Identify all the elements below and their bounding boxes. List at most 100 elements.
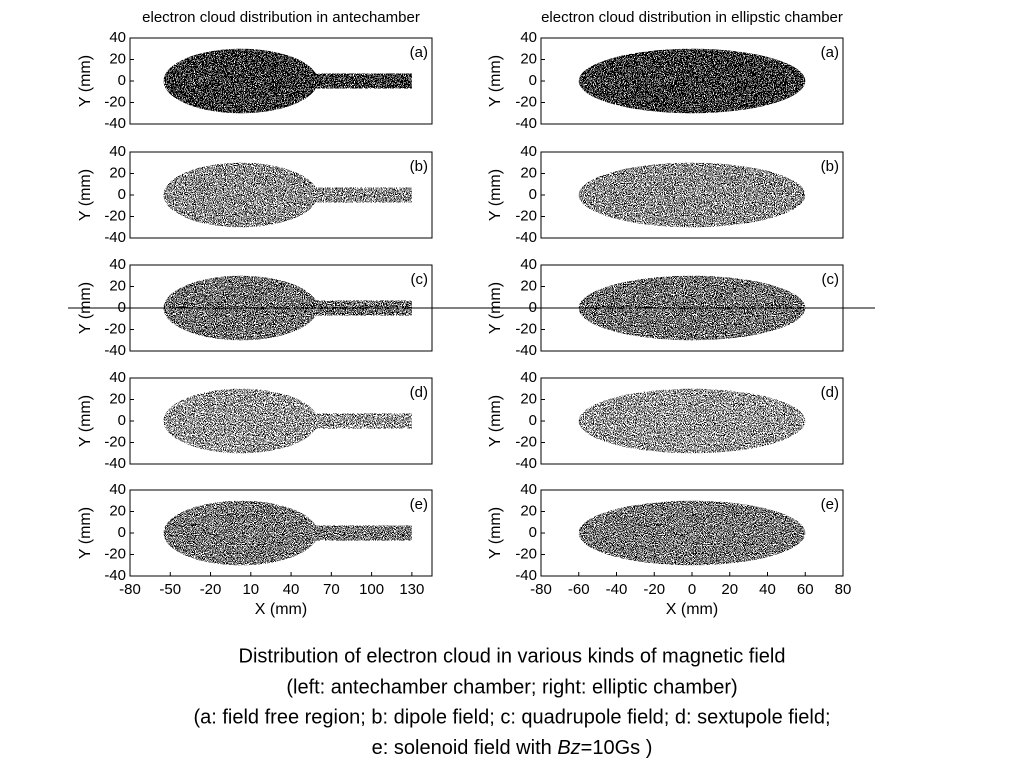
y-tick-label: -20 xyxy=(104,545,126,562)
caption-text: =10Gs ) xyxy=(581,737,653,759)
electron-cloud xyxy=(578,162,806,228)
y-tick-label: -40 xyxy=(515,229,537,246)
y-tick-label: -20 xyxy=(104,433,126,450)
y-axis-label: Y (mm) xyxy=(487,169,504,221)
y-tick-label: -20 xyxy=(104,93,126,110)
y-tick-label: -20 xyxy=(104,207,126,224)
x-axis-label: X (mm) xyxy=(666,601,718,618)
panel-title: electron cloud distribution in ellipstic… xyxy=(541,9,843,26)
y-axis-label: Y (mm) xyxy=(77,169,94,221)
panel-label: (b) xyxy=(410,158,428,175)
x-tick-label: 0 xyxy=(688,581,696,598)
electron-cloud xyxy=(163,48,412,114)
y-tick-label: -40 xyxy=(515,115,537,132)
y-axis-label: Y (mm) xyxy=(487,507,504,559)
y-tick-label: 0 xyxy=(529,524,537,541)
y-tick-label: -40 xyxy=(104,115,126,132)
electron-cloud xyxy=(163,162,412,228)
panel-label: (d) xyxy=(821,384,839,401)
y-axis-label: Y (mm) xyxy=(77,282,94,334)
panel-label: (c) xyxy=(411,271,429,288)
x-tick-label: -80 xyxy=(119,581,141,598)
x-tick-label: -60 xyxy=(568,581,590,598)
y-tick-label: -20 xyxy=(515,320,537,337)
y-axis-label: Y (mm) xyxy=(487,395,504,447)
y-tick-label: -20 xyxy=(104,320,126,337)
x-tick-label: 10 xyxy=(242,581,259,598)
y-tick-label: -40 xyxy=(104,229,126,246)
panel-label: (c) xyxy=(822,271,840,288)
y-tick-label: 40 xyxy=(520,369,537,386)
electron-cloud xyxy=(578,388,806,454)
y-tick-label: -20 xyxy=(515,93,537,110)
y-tick-label: 40 xyxy=(520,256,537,273)
y-tick-label: 20 xyxy=(520,390,537,407)
y-tick-label: 0 xyxy=(118,524,126,541)
x-axis-label: X (mm) xyxy=(255,601,307,618)
electron-cloud xyxy=(578,500,806,566)
y-tick-label: 0 xyxy=(529,299,537,316)
y-tick-label: -20 xyxy=(515,433,537,450)
x-tick-label: 70 xyxy=(323,581,340,598)
electron-cloud xyxy=(163,388,412,454)
caption-line: Distribution of electron cloud in variou… xyxy=(239,645,786,667)
x-tick-label: -80 xyxy=(530,581,552,598)
y-tick-label: 0 xyxy=(529,72,537,89)
y-tick-label: 20 xyxy=(109,390,126,407)
y-axis-label: Y (mm) xyxy=(487,55,504,107)
x-tick-label: 80 xyxy=(835,581,852,598)
y-tick-label: -40 xyxy=(515,567,537,584)
y-tick-label: 40 xyxy=(109,29,126,46)
y-tick-label: 20 xyxy=(109,502,126,519)
y-tick-label: 40 xyxy=(520,481,537,498)
y-tick-label: 40 xyxy=(109,481,126,498)
y-tick-label: 40 xyxy=(109,143,126,160)
y-tick-label: 0 xyxy=(118,186,126,203)
y-tick-label: 20 xyxy=(109,50,126,67)
y-tick-label: 0 xyxy=(118,299,126,316)
electron-cloud xyxy=(163,500,412,566)
panel-label: (e) xyxy=(410,496,428,513)
y-tick-label: 40 xyxy=(109,369,126,386)
y-tick-label: 20 xyxy=(520,502,537,519)
electron-cloud xyxy=(578,48,806,114)
x-tick-label: 40 xyxy=(759,581,776,598)
y-tick-label: -40 xyxy=(104,342,126,359)
electron-cloud xyxy=(578,275,806,341)
caption-line: e: solenoid field with Bz=10Gs ) xyxy=(372,737,653,759)
x-tick-label: -50 xyxy=(159,581,181,598)
y-tick-label: -40 xyxy=(104,455,126,472)
panel-label: (a) xyxy=(821,44,839,61)
panel-label: (d) xyxy=(410,384,428,401)
panel-title: electron cloud distribution in antechamb… xyxy=(142,9,420,26)
y-tick-label: -40 xyxy=(104,567,126,584)
y-tick-label: -20 xyxy=(515,545,537,562)
electron-cloud xyxy=(163,275,412,341)
caption-italic: Bz xyxy=(557,737,580,759)
x-tick-label: 100 xyxy=(359,581,384,598)
y-tick-label: 0 xyxy=(118,412,126,429)
y-tick-label: 0 xyxy=(118,72,126,89)
panel-label: (e) xyxy=(821,496,839,513)
y-tick-label: 20 xyxy=(520,164,537,181)
x-tick-label: -20 xyxy=(643,581,665,598)
y-axis-label: Y (mm) xyxy=(77,395,94,447)
y-tick-label: -40 xyxy=(515,342,537,359)
y-axis-label: Y (mm) xyxy=(77,55,94,107)
x-tick-label: -40 xyxy=(606,581,628,598)
x-tick-label: 20 xyxy=(721,581,738,598)
caption-line: (a: field free region; b: dipole field; … xyxy=(193,706,830,728)
y-tick-label: 20 xyxy=(109,164,126,181)
caption-line: (left: antechamber chamber; right: ellip… xyxy=(286,676,737,698)
y-tick-label: 40 xyxy=(520,29,537,46)
panel-label: (a) xyxy=(410,44,428,61)
y-tick-label: 40 xyxy=(109,256,126,273)
y-tick-label: -20 xyxy=(515,207,537,224)
y-tick-label: -40 xyxy=(515,455,537,472)
panel-label: (b) xyxy=(821,158,839,175)
y-axis-label: Y (mm) xyxy=(77,507,94,559)
y-axis-label: Y (mm) xyxy=(487,282,504,334)
y-tick-label: 40 xyxy=(520,143,537,160)
x-tick-label: 60 xyxy=(797,581,814,598)
